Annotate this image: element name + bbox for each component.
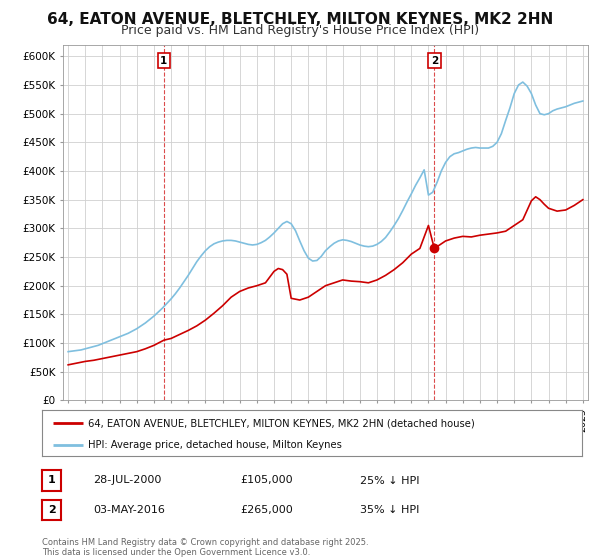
Text: 2: 2 [431, 56, 438, 66]
Text: 28-JUL-2000: 28-JUL-2000 [93, 475, 161, 486]
Text: 64, EATON AVENUE, BLETCHLEY, MILTON KEYNES, MK2 2HN (detached house): 64, EATON AVENUE, BLETCHLEY, MILTON KEYN… [88, 418, 475, 428]
Text: 35% ↓ HPI: 35% ↓ HPI [360, 505, 419, 515]
Text: Contains HM Land Registry data © Crown copyright and database right 2025.
This d: Contains HM Land Registry data © Crown c… [42, 538, 368, 557]
Text: 1: 1 [160, 56, 167, 66]
Text: £105,000: £105,000 [240, 475, 293, 486]
Text: HPI: Average price, detached house, Milton Keynes: HPI: Average price, detached house, Milt… [88, 440, 342, 450]
Text: 25% ↓ HPI: 25% ↓ HPI [360, 475, 419, 486]
Text: 2: 2 [48, 505, 55, 515]
Text: £265,000: £265,000 [240, 505, 293, 515]
Text: 1: 1 [48, 475, 55, 486]
Text: 03-MAY-2016: 03-MAY-2016 [93, 505, 165, 515]
Text: 64, EATON AVENUE, BLETCHLEY, MILTON KEYNES, MK2 2HN: 64, EATON AVENUE, BLETCHLEY, MILTON KEYN… [47, 12, 553, 27]
Text: Price paid vs. HM Land Registry's House Price Index (HPI): Price paid vs. HM Land Registry's House … [121, 24, 479, 37]
